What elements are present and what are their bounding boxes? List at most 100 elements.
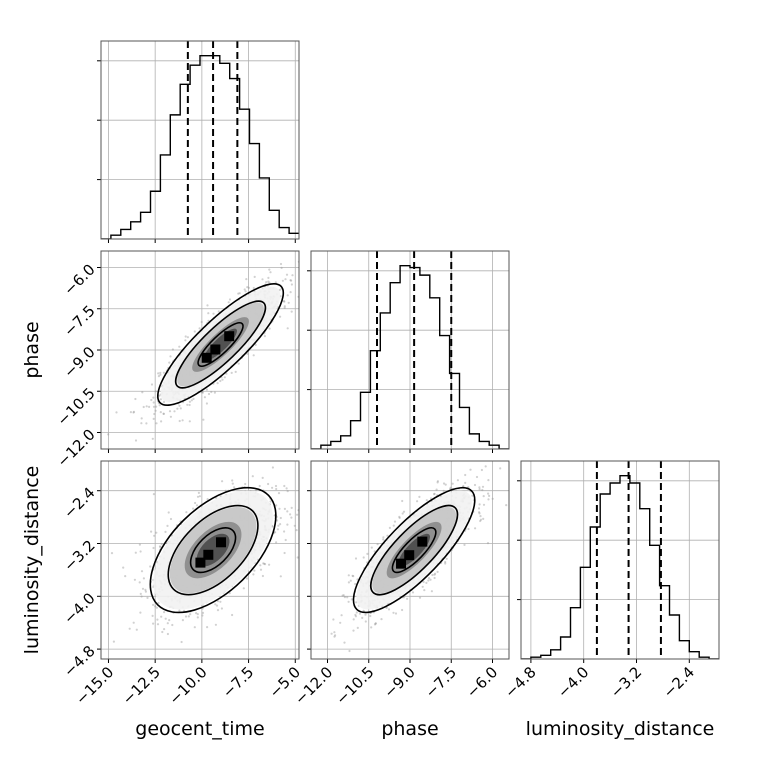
scatter-panel-geocent_time-phase [97,250,300,453]
scatter-point [482,503,486,506]
scatter-point [192,507,195,510]
scatter-point [186,403,189,406]
scatter-point [245,278,248,281]
scatter-point [247,286,250,289]
scatter-point [168,410,172,413]
scatter-point [183,609,186,612]
scatter-point [462,485,465,488]
scatter-point [184,335,187,338]
scatter-point [178,345,181,348]
scatter-point [388,526,391,530]
scatter-point [115,411,118,414]
scatter-point [471,494,474,497]
scatter-point [275,504,278,507]
scatter-point [487,492,490,495]
scatter-point [155,531,158,534]
scatter-point [255,489,258,492]
scatter-point [361,616,364,620]
scatter-point [352,618,355,621]
scatter-point [479,519,482,523]
scatter-point [217,310,220,313]
scatter-point [274,531,277,534]
scatter-point [478,511,481,514]
contour-line [391,527,437,574]
scatter-point [253,569,256,572]
scatter-point [401,499,404,503]
scatter-point [178,419,181,423]
scatter-point [179,407,182,410]
scatter-content [101,251,299,449]
scatter-point [277,524,280,527]
scatter-point [279,516,282,520]
scatter-point [254,343,257,346]
scatter-point [290,279,293,282]
y-tick-label-luminosity_distance: −2.4 [60,484,98,522]
scatter-point [370,546,373,549]
contour-line [174,300,267,389]
y-axis-label-luminosity_distance: luminosity_distance [21,466,43,655]
scatter-point [244,290,247,293]
scatter-point [358,612,361,615]
scatter-point [178,404,181,407]
scatter-point [196,616,199,619]
scatter-point [252,573,255,576]
hist-frame [100,40,300,240]
scatter-point [132,411,135,414]
scatter-point [482,517,485,521]
scatter-point [290,283,293,286]
scatter-point [380,618,383,621]
scatter-point [184,339,187,342]
scatter-point [274,484,278,488]
scatter-point [487,479,490,482]
scatter-point [354,557,358,560]
scatter-point [283,551,286,555]
scatter-point [188,420,191,423]
scatter-point [392,611,395,614]
scatter-point [195,612,198,615]
scatter-point [464,481,467,484]
scatter-point [219,600,222,603]
scatter-point [484,465,487,468]
scatter-point [352,575,355,578]
scatter-point [276,528,279,531]
scatter-point [155,422,158,425]
scatter-point [212,312,215,315]
scatter-point [251,475,254,478]
scatter-point [244,482,247,486]
scatter-point [282,300,285,303]
scatter-point [425,581,428,585]
scatter-point [227,301,230,304]
scatter-point [195,504,199,507]
y-tick-label-phase: −9.0 [60,343,98,381]
scatter-point [355,611,358,614]
scatter-point [205,402,208,405]
scatter-point [238,292,241,295]
scatter-point [164,530,167,534]
scatter-point [152,493,155,496]
scatter-point [168,361,171,364]
scatter-point [268,327,271,330]
scatter-point [268,268,271,271]
scatter-point [206,304,209,307]
scatter-point [261,278,264,281]
scatter-point [141,587,145,590]
scatter-point [263,335,266,338]
scatter-point [444,562,447,565]
scatter-point [364,613,367,616]
scatter-point [153,412,156,416]
scatter-point [139,592,142,596]
scatter-point [153,534,156,537]
scatter-point [285,487,288,490]
scatter-point [158,394,161,397]
scatter-point [268,563,271,566]
scatter-point [296,556,299,559]
scatter-point [140,417,143,420]
scatter-point [181,419,184,422]
scatter-point [469,468,472,471]
scatter-point [259,568,263,571]
scatter-point [449,487,452,490]
y-tick-label-phase: −12.0 [53,425,98,470]
scatter-point [386,534,389,537]
scatter-point [158,545,162,548]
